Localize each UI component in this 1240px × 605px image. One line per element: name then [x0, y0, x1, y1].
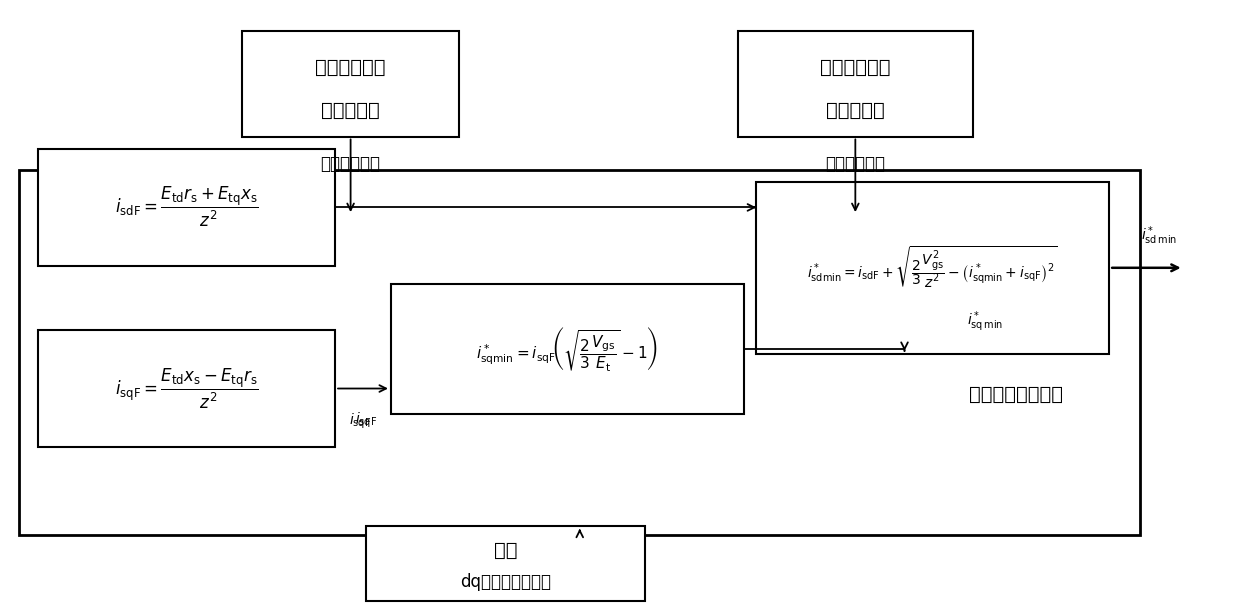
Bar	[391, 284, 744, 414]
Text: $i^*_{\rm sqmin}=i_{\rm sqF}\!\left(\sqrt{\dfrac{2}{3}\dfrac{V_{\rm gs}}{E_{\rm : $i^*_{\rm sqmin}=i_{\rm sqF}\!\left(\sqr…	[476, 325, 658, 374]
Text: 有功频率控制: 有功频率控制	[321, 155, 381, 172]
Bar	[38, 149, 335, 266]
Text: 虚拟励磁系统: 虚拟励磁系统	[820, 58, 890, 77]
Text: dq轴解耦矢量控制: dq轴解耦矢量控制	[460, 574, 551, 592]
Bar	[38, 330, 335, 447]
Bar	[242, 31, 459, 137]
Bar	[756, 182, 1110, 354]
Text: $i^*_{\rm sdmin}=i_{\rm sdF}+\sqrt{\dfrac{2}{3}\dfrac{V_{\rm gs}^2}{z^2}-\left(i: $i^*_{\rm sdmin}=i_{\rm sdF}+\sqrt{\dfra…	[807, 245, 1058, 290]
Text: 与调速系统: 与调速系统	[321, 100, 379, 120]
Bar	[366, 526, 645, 601]
Text: 电流: 电流	[494, 540, 517, 560]
Text: 与无功控制: 与无功控制	[826, 100, 884, 120]
Text: 最小电流应力控制: 最小电流应力控制	[970, 385, 1064, 404]
Text: 无功电压控制: 无功电压控制	[826, 155, 885, 172]
Text: $i_{\rm sqF}$: $i_{\rm sqF}$	[348, 412, 371, 431]
Text: $i^*_{\rm sd\,min}$: $i^*_{\rm sd\,min}$	[1141, 224, 1177, 247]
Text: $i_{\rm sqF}=\dfrac{E_{\rm td}x_{\rm s}-E_{\rm tq}r_{\rm s}}{z^2}$: $i_{\rm sqF}=\dfrac{E_{\rm td}x_{\rm s}-…	[114, 367, 258, 411]
Bar	[738, 31, 973, 137]
Text: $i_{\rm sdF}=\dfrac{E_{\rm td}r_{\rm s}+E_{\rm tq}x_{\rm s}}{z^2}$: $i_{\rm sdF}=\dfrac{E_{\rm td}r_{\rm s}+…	[114, 185, 258, 229]
Text: 虚拟转子运动: 虚拟转子运动	[315, 58, 386, 77]
Text: $i^*_{\rm sq\,min}$: $i^*_{\rm sq\,min}$	[967, 310, 1003, 334]
Bar	[20, 170, 1141, 535]
Text: $i_{\rm sqF}$: $i_{\rm sqF}$	[355, 410, 377, 430]
